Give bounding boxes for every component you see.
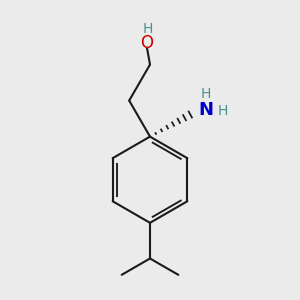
Text: H: H <box>218 104 228 118</box>
Text: N: N <box>198 101 213 119</box>
Text: H: H <box>142 22 153 36</box>
Text: O: O <box>140 34 154 52</box>
Text: H: H <box>201 87 211 101</box>
